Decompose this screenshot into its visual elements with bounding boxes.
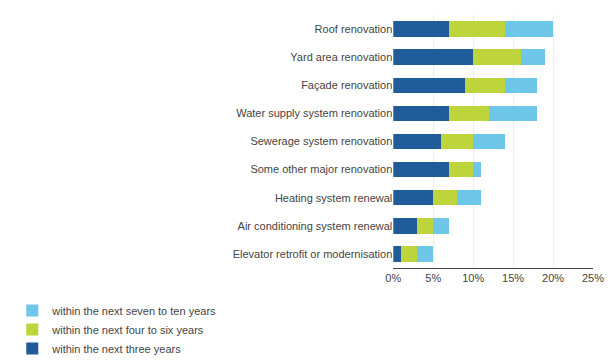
svg-text:Heating system renewal: Heating system renewal: [275, 192, 392, 204]
svg-text:Water supply system renovation: Water supply system renovation: [236, 107, 392, 119]
svg-text:Roof renovation: Roof renovation: [315, 23, 393, 35]
svg-text:Sewerage system renovation: Sewerage system renovation: [250, 135, 392, 147]
svg-text:Elevator retrofit or modernisa: Elevator retrofit or modernisation: [233, 248, 393, 260]
svg-text:15%: 15%: [502, 272, 524, 284]
svg-text:Air conditioning system renewa: Air conditioning system renewal: [238, 220, 393, 232]
svg-text:25%: 25%: [582, 272, 604, 284]
svg-text:0%: 0%: [385, 272, 401, 284]
svg-text:20%: 20%: [542, 272, 564, 284]
svg-text:within the next four to six ye: within the next four to six years: [51, 324, 204, 336]
svg-text:within the next seven to ten y: within the next seven to ten years: [51, 305, 216, 317]
svg-text:10%: 10%: [462, 272, 484, 284]
svg-text:within the next three years: within the next three years: [51, 343, 181, 355]
svg-text:Yard area renovation: Yard area renovation: [290, 51, 392, 63]
svg-text:5%: 5%: [425, 272, 441, 284]
svg-text:Some other major renovation: Some other major renovation: [250, 163, 392, 175]
svg-text:Façade renovation: Façade renovation: [301, 79, 392, 91]
